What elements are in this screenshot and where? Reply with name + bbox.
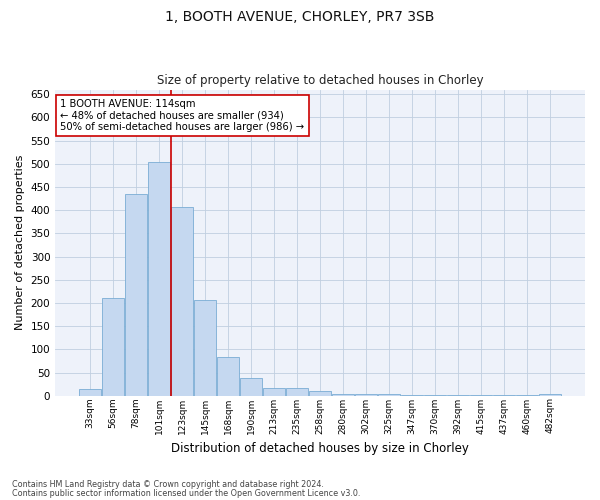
Bar — [79, 389, 101, 396]
Bar — [240, 378, 262, 396]
Bar — [332, 394, 354, 396]
Bar — [309, 392, 331, 396]
X-axis label: Distribution of detached houses by size in Chorley: Distribution of detached houses by size … — [171, 442, 469, 455]
Y-axis label: Number of detached properties: Number of detached properties — [15, 155, 25, 330]
Bar — [148, 162, 170, 396]
Bar — [355, 394, 377, 396]
Bar — [424, 394, 446, 396]
Bar — [539, 394, 561, 396]
Bar — [470, 394, 492, 396]
Bar — [263, 388, 285, 396]
Bar — [378, 394, 400, 396]
Bar — [217, 357, 239, 396]
Bar — [125, 194, 147, 396]
Text: Contains public sector information licensed under the Open Government Licence v3: Contains public sector information licen… — [12, 489, 361, 498]
Bar — [401, 394, 423, 396]
Title: Size of property relative to detached houses in Chorley: Size of property relative to detached ho… — [157, 74, 484, 87]
Bar — [194, 300, 216, 396]
Bar — [286, 388, 308, 396]
Text: 1 BOOTH AVENUE: 114sqm
← 48% of detached houses are smaller (934)
50% of semi-de: 1 BOOTH AVENUE: 114sqm ← 48% of detached… — [61, 98, 305, 132]
Bar — [171, 207, 193, 396]
Text: Contains HM Land Registry data © Crown copyright and database right 2024.: Contains HM Land Registry data © Crown c… — [12, 480, 324, 489]
Bar — [447, 394, 469, 396]
Text: 1, BOOTH AVENUE, CHORLEY, PR7 3SB: 1, BOOTH AVENUE, CHORLEY, PR7 3SB — [166, 10, 434, 24]
Bar — [102, 298, 124, 396]
